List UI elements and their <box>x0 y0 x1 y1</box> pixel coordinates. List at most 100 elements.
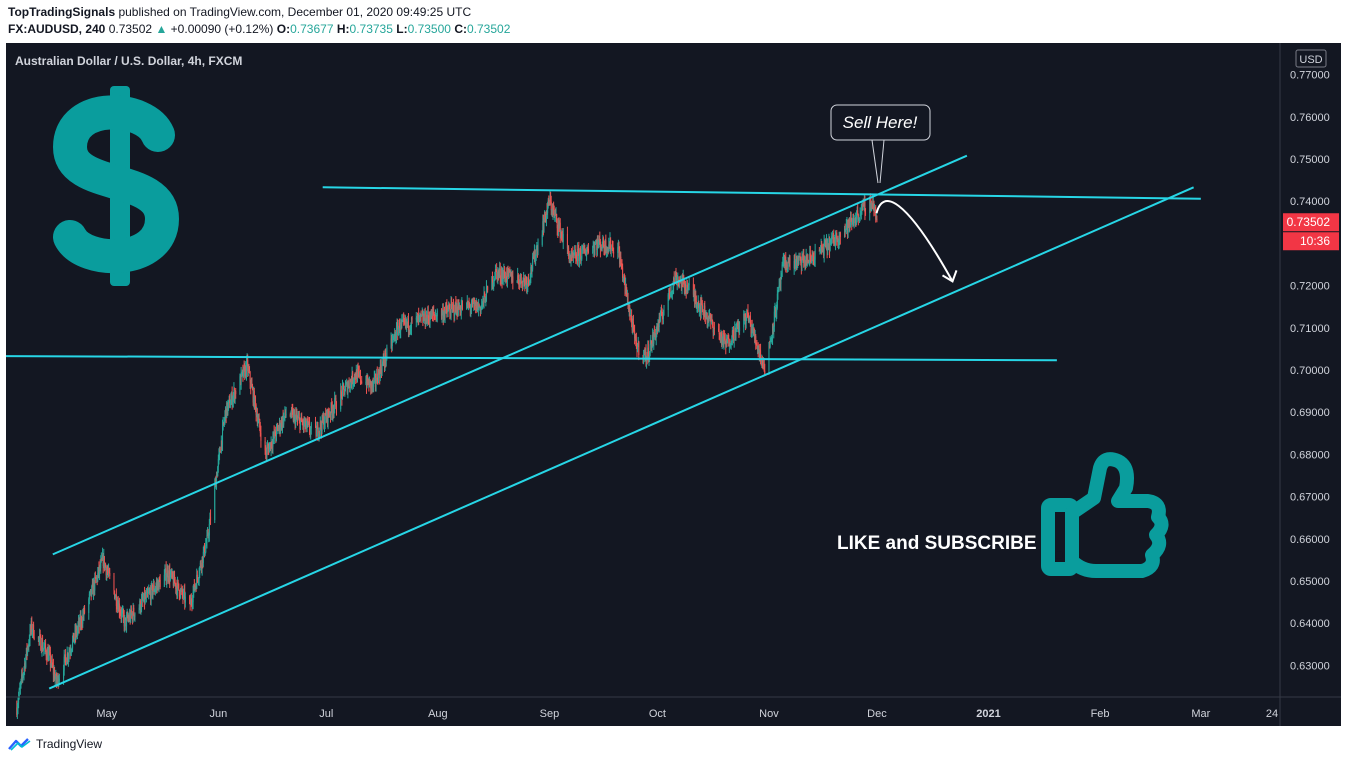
candle-body <box>735 328 737 339</box>
candle-body <box>445 305 447 312</box>
candle-body <box>663 309 665 314</box>
candle-body <box>348 382 350 387</box>
candle-body <box>199 562 201 568</box>
candle-body <box>290 416 292 418</box>
candle-body <box>202 556 204 563</box>
candle-body <box>494 269 496 279</box>
candle-body <box>205 545 207 553</box>
candle-body <box>327 409 329 423</box>
candle-body <box>467 303 469 307</box>
candle-body <box>345 383 347 386</box>
candle-body <box>479 306 481 312</box>
projection-arrow[interactable] <box>875 200 958 283</box>
price-axis[interactable]: 0.63000 0.64000 0.65000 0.66000 0.67000 0.680… <box>1290 70 1330 673</box>
candle-body <box>252 388 254 403</box>
price-tag: 0.73502 10:36 <box>1283 213 1339 251</box>
candle-body <box>221 440 223 445</box>
candle-body <box>851 221 853 225</box>
candle-body <box>781 264 783 277</box>
candle-body <box>592 252 594 254</box>
candle-body <box>857 214 859 220</box>
candle-body <box>607 247 609 249</box>
candle-body <box>114 597 116 599</box>
candle-body <box>296 414 298 419</box>
trendline[interactable] <box>5 355 1057 362</box>
currency-badge[interactable]: USD <box>1295 49 1327 68</box>
trendline[interactable] <box>52 154 968 556</box>
candle-body <box>42 648 44 650</box>
candle-body <box>267 446 269 448</box>
publisher-name[interactable]: TopTradingSignals <box>8 5 116 19</box>
candle-body <box>578 249 580 262</box>
candle-body <box>198 579 200 581</box>
candle-body <box>619 252 621 264</box>
candle-body <box>56 680 58 684</box>
candle-body <box>527 277 529 281</box>
candle-body <box>197 577 199 581</box>
chart-panel[interactable]: 0.63000 0.64000 0.65000 0.66000 0.67000 0.680… <box>5 43 1341 726</box>
candle-body <box>141 599 143 609</box>
candle-body <box>153 585 155 592</box>
candle-body <box>725 340 727 347</box>
time-axis[interactable]: May Jun Jul Aug Sep Oct Nov Dec 2021 Feb Mar 24 <box>96 708 1278 720</box>
candle-body <box>115 594 117 606</box>
candle-body <box>695 301 697 308</box>
candle-body <box>863 202 865 204</box>
candle-body <box>869 198 871 214</box>
candle-body <box>30 628 32 631</box>
candle-body <box>275 435 277 438</box>
candle-body <box>747 310 749 317</box>
candle-body <box>118 603 120 612</box>
candle-body <box>395 338 397 340</box>
candle-body <box>745 317 747 324</box>
time-tick-label: Dec <box>867 708 887 720</box>
candle-body <box>96 576 98 581</box>
candle-body <box>517 275 519 282</box>
candle-body <box>633 325 635 331</box>
candle-body <box>628 307 630 310</box>
candle-body <box>233 389 235 396</box>
candle-body <box>141 597 143 600</box>
candle-body <box>332 410 334 415</box>
trendline[interactable] <box>322 186 1201 200</box>
candle-body <box>511 276 513 282</box>
candle-body <box>647 347 649 357</box>
candle-body <box>408 329 410 331</box>
candle-body <box>852 219 854 222</box>
candle-body <box>265 450 267 453</box>
candle-body <box>393 335 395 337</box>
candle-body <box>75 628 77 636</box>
candle-body <box>32 624 34 632</box>
footer-brand[interactable]: TradingView <box>36 737 103 751</box>
candle-body <box>787 262 789 270</box>
candle-body <box>109 572 111 576</box>
trendline[interactable] <box>48 186 1195 690</box>
candle-body <box>745 316 747 324</box>
candle-body <box>353 380 355 382</box>
candle-body <box>522 279 524 288</box>
price-chart[interactable]: 0.63000 0.64000 0.65000 0.66000 0.67000 0.680… <box>5 43 1341 726</box>
candle-body <box>511 272 513 282</box>
candle-body <box>198 574 200 580</box>
candle-body <box>729 343 731 347</box>
candle-body <box>577 249 579 251</box>
candle-body <box>670 292 672 294</box>
candle-body <box>328 414 330 416</box>
candle-body <box>799 256 801 258</box>
candle-body <box>350 379 352 382</box>
tradingview-logo-icon[interactable] <box>8 737 32 751</box>
candle-body <box>283 415 285 417</box>
candle-body <box>804 260 806 266</box>
candle-body <box>379 372 381 379</box>
candle-body <box>829 242 831 251</box>
candle-body <box>360 381 362 383</box>
trendlines-group[interactable] <box>5 154 1201 690</box>
candle-body <box>124 617 126 619</box>
sell-here-callout[interactable]: Sell Here! <box>830 104 931 184</box>
candle-body <box>219 449 221 454</box>
candle-body <box>779 278 781 286</box>
candle-body <box>726 340 728 344</box>
candle-body <box>164 571 166 575</box>
candle-body <box>423 316 425 320</box>
candle-body <box>126 614 128 617</box>
